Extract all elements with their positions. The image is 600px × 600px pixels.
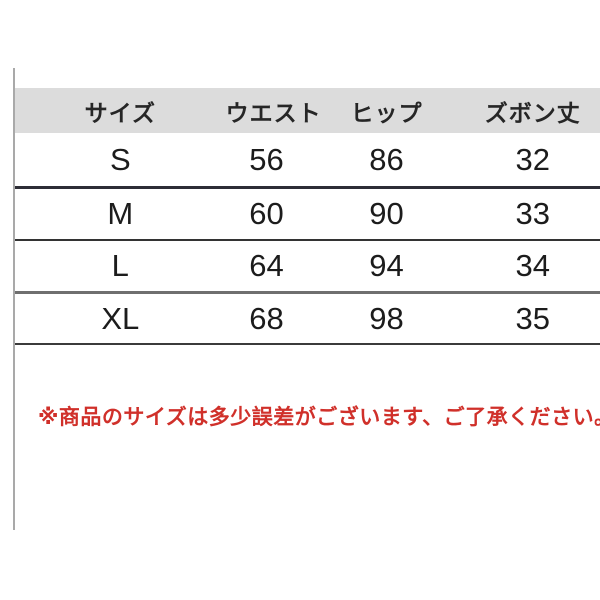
cell-length-xl: 35 — [515, 300, 550, 336]
cell-length-l: 34 — [515, 248, 550, 283]
left-vertical-rule — [13, 68, 15, 530]
cell-hip-m: 90 — [369, 196, 404, 231]
cell-length-s: 32 — [515, 141, 550, 177]
table-row-xl: XL 68 98 35 — [15, 294, 600, 345]
cell-hip-xl: 98 — [369, 300, 404, 336]
size-chart-table: サイズ ウエスト ヒップ ズボン丈 S 56 86 32 M 60 90 33 … — [15, 88, 600, 345]
cell-hip-s: 86 — [369, 141, 404, 177]
table-header-row: サイズ ウエスト ヒップ ズボン丈 — [15, 88, 600, 133]
header-cell-length: ズボン丈 — [484, 99, 581, 126]
table-row-s: S 56 86 32 — [15, 133, 600, 189]
cell-waist-m: 60 — [249, 196, 284, 231]
cell-size-m: M — [107, 196, 134, 231]
cell-waist-s: 56 — [249, 141, 284, 177]
cell-size-xl: XL — [101, 300, 140, 336]
cell-size-s: S — [109, 141, 131, 177]
cell-size-l: L — [111, 248, 129, 283]
header-cell-size: サイズ — [84, 99, 156, 126]
table-row-m: M 60 90 33 — [15, 189, 600, 241]
cell-waist-xl: 68 — [249, 300, 284, 336]
cell-length-m: 33 — [515, 196, 550, 231]
size-disclaimer-note: ※商品のサイズは多少誤差がございます、ご了承ください。 — [38, 406, 600, 429]
cell-hip-l: 94 — [369, 248, 404, 283]
header-cell-hip: ヒップ — [350, 99, 423, 126]
table-row-l: L 64 94 34 — [15, 241, 600, 294]
header-cell-waist: ウエスト — [225, 99, 322, 126]
cell-waist-l: 64 — [249, 248, 284, 283]
